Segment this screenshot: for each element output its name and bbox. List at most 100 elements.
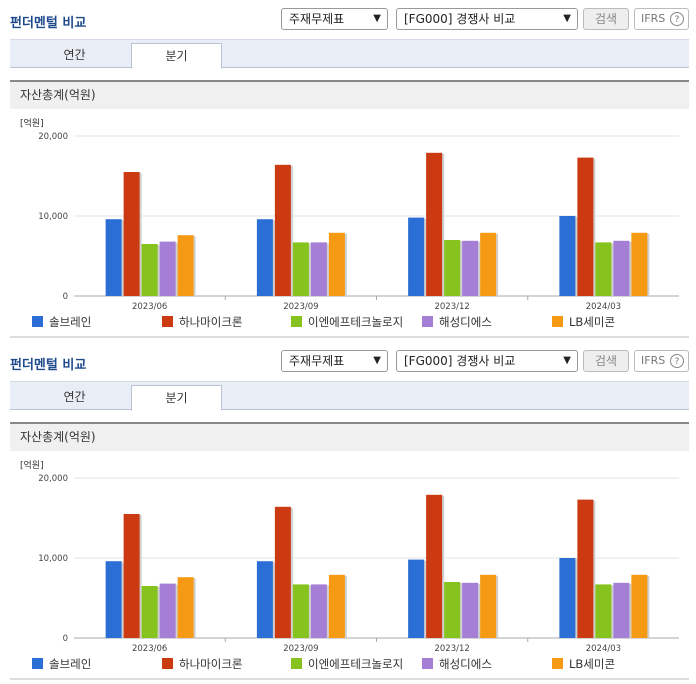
bar [613, 582, 630, 638]
legend-label: 해성디에스 [439, 315, 492, 329]
tab-annual[interactable]: 연간 [63, 48, 86, 62]
x-tick-label: 2023/09 [283, 644, 318, 652]
chevron-down-icon: ▼ [563, 355, 571, 366]
bar [408, 559, 425, 638]
bar [274, 506, 291, 638]
legend-item[interactable]: 이엔에프테크놀로지 [291, 314, 403, 330]
bar [631, 574, 648, 638]
bar [480, 574, 497, 638]
legend-item[interactable]: 이엔에프테크놀로지 [291, 656, 403, 672]
bar [480, 232, 497, 296]
legend-label: 이엔에프테크놀로지 [308, 657, 404, 671]
x-tick-label: 2024/03 [586, 644, 621, 652]
tab-quarterly[interactable]: 분기 [131, 43, 222, 69]
legend-item[interactable]: 해성디에스 [422, 656, 492, 672]
legend-item[interactable]: 솔브레인 [32, 314, 91, 330]
legend-label: 솔브레인 [49, 315, 92, 329]
legend-label: 솔브레인 [49, 657, 92, 671]
legend-label: 이엔에프테크놀로지 [308, 315, 404, 329]
x-tick-label: 2023/06 [132, 302, 167, 310]
bar [577, 157, 594, 296]
bar [595, 242, 612, 296]
statement-type-select[interactable]: 주재무제표 ▼ [281, 8, 388, 30]
ifrs-help-button[interactable]: IFRS ? [634, 8, 689, 30]
bar [631, 232, 648, 296]
search-button[interactable]: 검색 [583, 8, 629, 30]
bar [462, 582, 479, 638]
divider [10, 678, 689, 680]
chart-legend: 솔브레인 하나마이크론 이엔에프테크놀로지 해성디에스 LB세미콘 [0, 654, 696, 672]
unit-label: [억원] [20, 117, 44, 129]
bar [141, 244, 158, 296]
y-tick-label: 0 [63, 634, 68, 644]
y-tick-label: 10,000 [38, 212, 68, 222]
x-tick-label: 2023/09 [283, 302, 318, 310]
bar [292, 584, 309, 638]
bar [123, 514, 140, 638]
fundamental-compare-panel: 펀더멘털 비교 주재무제표 ▼ [FG000] 경쟁사 비교 ▼ 검색 IFRS… [0, 342, 696, 684]
bar [123, 172, 140, 296]
total-assets-bar-chart: [억원] 0 10,000 20,000 2023/06 2023/09 2023/12 20… [20, 459, 679, 652]
legend-label: LB세미콘 [569, 315, 616, 329]
legend-label: LB세미콘 [569, 657, 616, 671]
search-button[interactable]: 검색 [583, 350, 629, 372]
bar [426, 152, 443, 296]
legend-swatch [291, 658, 302, 669]
bar [444, 240, 461, 296]
legend-item[interactable]: 하나마이크론 [162, 314, 242, 330]
legend-swatch [162, 658, 173, 669]
bar [159, 241, 176, 296]
y-tick-label: 0 [63, 292, 68, 302]
chevron-down-icon: ▼ [373, 13, 381, 24]
help-icon: ? [670, 12, 684, 26]
bar [328, 232, 345, 296]
bar [595, 584, 612, 638]
x-tick-label: 2023/06 [132, 644, 167, 652]
tab-annual[interactable]: 연간 [63, 390, 86, 404]
y-tick-label: 20,000 [38, 474, 68, 484]
bar [177, 235, 194, 296]
legend-swatch [162, 316, 173, 327]
chart-legend: 솔브레인 하나마이크론 이엔에프테크놀로지 해성디에스 LB세미콘 [0, 312, 696, 330]
panel-title: 펀더멘털 비교 [10, 16, 87, 31]
statement-type-value: 주재무제표 [289, 354, 345, 368]
peer-group-value: [FG000] 경쟁사 비교 [404, 12, 516, 26]
bar [274, 164, 291, 296]
bar [310, 584, 327, 638]
legend-swatch [32, 658, 43, 669]
legend-swatch [422, 658, 433, 669]
legend-item[interactable]: LB세미콘 [552, 656, 615, 672]
statement-type-value: 주재무제표 [289, 12, 345, 26]
bar [256, 219, 273, 296]
legend-swatch [32, 316, 43, 327]
peer-group-select[interactable]: [FG000] 경쟁사 비교 ▼ [396, 8, 578, 30]
bar [559, 216, 576, 296]
statement-type-select[interactable]: 주재무제표 ▼ [281, 350, 388, 372]
section-title: 자산총계(억원) [10, 422, 689, 451]
divider [10, 336, 689, 338]
legend-label: 하나마이크론 [179, 315, 243, 329]
bar [328, 574, 345, 638]
ifrs-help-button[interactable]: IFRS ? [634, 350, 689, 372]
unit-label: [억원] [20, 459, 44, 471]
bar [444, 582, 461, 638]
chevron-down-icon: ▼ [373, 355, 381, 366]
legend-item[interactable]: 하나마이크론 [162, 656, 242, 672]
bar [613, 240, 630, 296]
x-tick-label: 2023/12 [434, 644, 469, 652]
y-tick-label: 20,000 [38, 132, 68, 142]
bar [141, 586, 158, 638]
legend-swatch [422, 316, 433, 327]
tab-quarterly[interactable]: 분기 [131, 385, 222, 411]
peer-group-select[interactable]: [FG000] 경쟁사 비교 ▼ [396, 350, 578, 372]
total-assets-bar-chart: [억원] 0 10,000 20,000 2023/06 2023/09 2023/12 20… [20, 117, 679, 310]
legend-label: 해성디에스 [439, 657, 492, 671]
legend-item[interactable]: LB세미콘 [552, 314, 615, 330]
ifrs-label: IFRS [641, 354, 666, 367]
panel-title: 펀더멘털 비교 [10, 358, 87, 373]
legend-swatch [291, 316, 302, 327]
bar [292, 242, 309, 296]
legend-item[interactable]: 해성디에스 [422, 314, 492, 330]
bar [426, 494, 443, 638]
legend-item[interactable]: 솔브레인 [32, 656, 91, 672]
